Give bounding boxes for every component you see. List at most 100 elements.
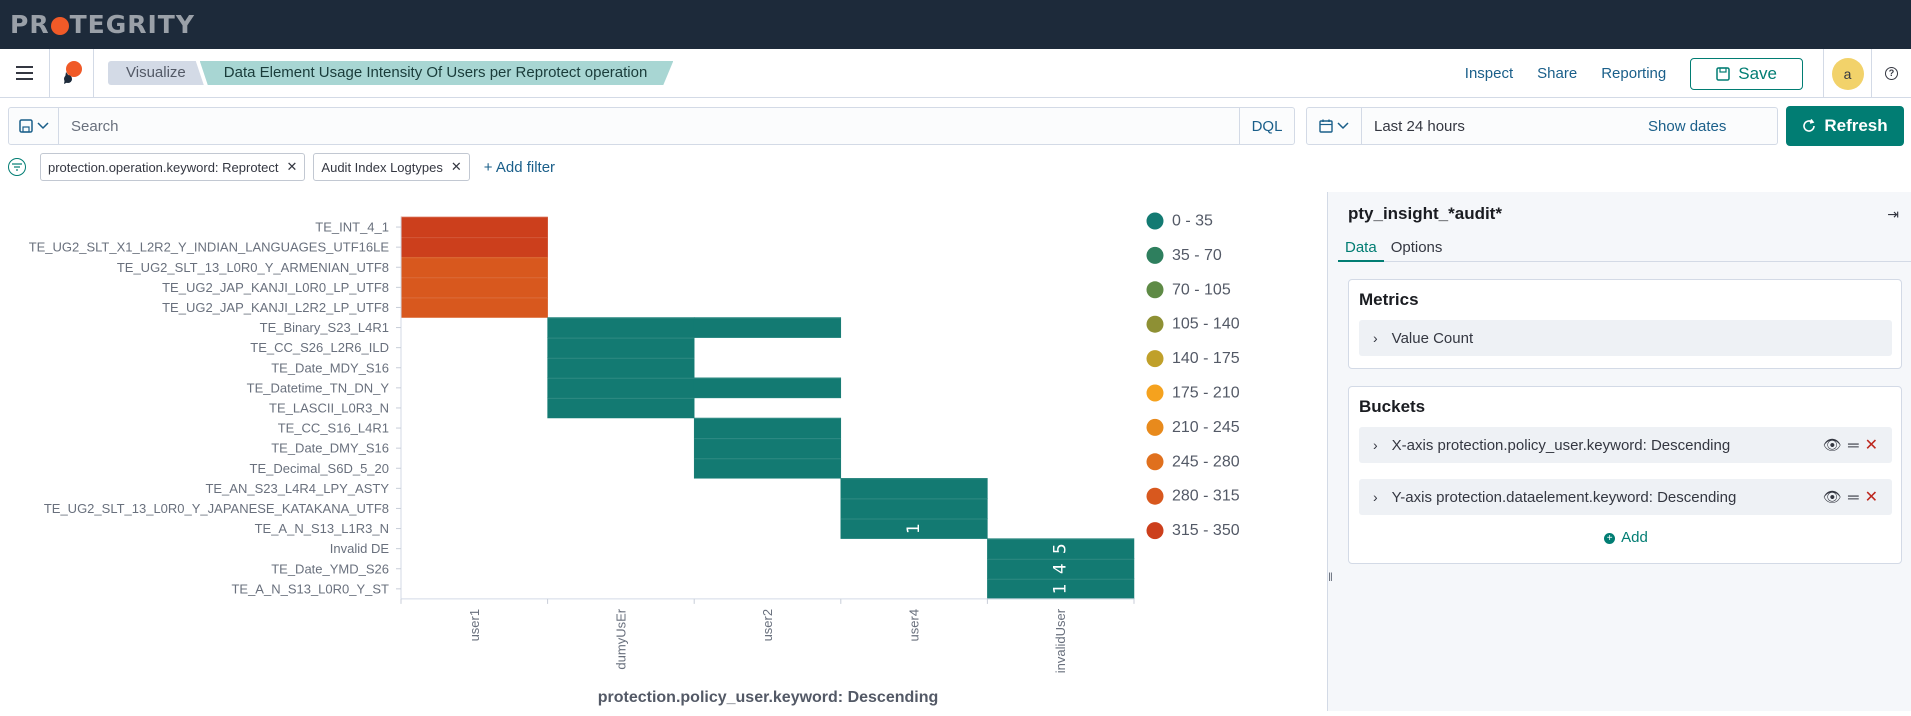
heatmap-chart: 1 5 4 1 TE_INT_4_1 TE_UG2_SLT_X1_L2R2_Y_INDIA… <box>29 212 1240 706</box>
time-range-label[interactable]: Last 24 hours <box>1374 117 1465 135</box>
bucket-item-label: Y-axis protection.dataelement.keyword: D… <box>1391 488 1737 506</box>
metric-item[interactable]: › Value Count <box>1359 320 1892 356</box>
drag-handle-icon[interactable]: ═ <box>1847 488 1859 506</box>
chevron-down-icon <box>36 122 49 130</box>
heatmap-cell <box>400 256 548 278</box>
sidebar-tabs: Data Options <box>1338 238 1911 262</box>
inspect-link[interactable]: Inspect <box>1464 65 1514 82</box>
search-input[interactable]: Search <box>71 117 119 135</box>
legend-swatch <box>1146 315 1164 333</box>
saved-query-button[interactable] <box>9 108 59 144</box>
drag-handle-icon[interactable]: ═ <box>1847 436 1859 454</box>
y-tick-label: TE_UG2_SLT_13_L0R0_Y_ARMENIAN_UTF8 <box>117 260 389 275</box>
eye-icon[interactable]: 👁 <box>1822 489 1842 506</box>
add-label: Add <box>1621 529 1648 546</box>
filter-bar: protection.operation.keyword: Reprotect … <box>8 152 555 182</box>
brand-logo[interactable]: PR TEGRITY <box>10 10 195 39</box>
x-tick-label: invalidUser <box>1053 608 1068 673</box>
help-icon[interactable]: ? <box>1885 67 1898 80</box>
y-tick-label: TE_CC_S26_L2R6_ILD <box>250 340 389 355</box>
query-language-button[interactable]: DQL <box>1239 108 1294 144</box>
editor-sidebar: pty_insight_*audit* ⇥ Data Options Metri… <box>1327 192 1911 711</box>
heatmap-cell <box>547 377 695 399</box>
y-tick-label: TE_UG2_JAP_KANJI_L0R0_LP_UTF8 <box>162 280 389 295</box>
bucket-item-x-axis[interactable]: › X-axis protection.policy_user.keyword:… <box>1359 427 1892 463</box>
collapse-sidebar-icon[interactable]: ⇥ <box>1887 206 1899 222</box>
chevron-right-icon[interactable]: › <box>1373 330 1378 346</box>
x-tick-label: user2 <box>760 609 775 642</box>
save-icon <box>1716 66 1730 81</box>
eye-icon[interactable]: 👁 <box>1822 437 1842 454</box>
metrics-title: Metrics <box>1359 290 1419 309</box>
chevron-right-icon[interactable]: › <box>1373 489 1378 505</box>
share-link[interactable]: Share <box>1537 65 1578 82</box>
calendar-icon <box>1319 119 1333 133</box>
app-logo-icon[interactable] <box>50 48 94 98</box>
menu-icon[interactable] <box>0 48 50 98</box>
y-tick-label: TE_Date_MDY_S16 <box>271 360 389 375</box>
date-quick-menu-button[interactable] <box>1307 108 1362 144</box>
cell-value-label: 1 <box>1051 583 1071 594</box>
close-icon[interactable]: ✕ <box>286 159 298 174</box>
legend-swatch <box>1146 246 1164 264</box>
heatmap-cell <box>400 297 548 318</box>
legend-swatch <box>1146 418 1164 436</box>
tab-options[interactable]: Options <box>1390 239 1443 256</box>
refresh-icon <box>1803 119 1816 132</box>
y-tick-label: TE_A_N_S13_L1R3_N <box>255 521 389 536</box>
y-tick-label: TE_Date_YMD_S26 <box>271 561 389 576</box>
save-label: Save <box>1738 63 1777 83</box>
legend-swatch <box>1146 453 1164 471</box>
x-axis-title: protection.policy_user.keyword: Descendi… <box>598 689 939 706</box>
filter-options-icon[interactable] <box>8 158 26 176</box>
remove-icon[interactable]: ✕ <box>1864 489 1878 506</box>
heatmap-cell <box>547 357 695 379</box>
buckets-title: Buckets <box>1359 397 1426 416</box>
y-tick-label: TE_Decimal_S6D_5_20 <box>250 461 389 476</box>
save-button[interactable]: Save <box>1690 57 1803 90</box>
top-header: PR TEGRITY <box>0 0 1911 49</box>
filter-pill-label: protection.operation.keyword: Reprotect <box>48 159 279 175</box>
legend-label: 35 - 70 <box>1172 247 1222 264</box>
add-bucket-button[interactable]: + Add <box>1349 529 1903 546</box>
add-filter-link[interactable]: + Add filter <box>483 158 556 176</box>
legend-label: 175 - 210 <box>1172 385 1240 402</box>
remove-icon[interactable]: ✕ <box>1864 437 1878 454</box>
filter-pill-logtypes[interactable]: Audit Index Logtypes ✕ <box>313 153 470 181</box>
legend-swatch <box>1146 384 1164 402</box>
save-query-icon <box>18 119 33 133</box>
y-tick-label: TE_AN_S23_L4R4_LPY_ASTY <box>205 481 389 496</box>
filter-pill-operation[interactable]: protection.operation.keyword: Reprotect … <box>40 153 306 181</box>
x-tick-label: user1 <box>467 609 482 642</box>
show-dates-link[interactable]: Show dates <box>1648 117 1727 135</box>
y-tick-label: TE_UG2_JAP_KANJI_L2R2_LP_UTF8 <box>162 300 389 315</box>
y-tick-label: TE_A_N_S13_L0R0_Y_ST <box>231 581 389 596</box>
avatar[interactable]: a <box>1831 57 1864 90</box>
y-tick-label: TE_CC_S16_L4R1 <box>278 421 389 436</box>
legend-label: 315 - 350 <box>1172 522 1240 539</box>
legend-swatch <box>1146 487 1164 505</box>
buckets-card: Buckets › X-axis protection.policy_user.… <box>1348 386 1902 564</box>
resize-handle-icon[interactable]: ‖ <box>1328 570 1333 584</box>
index-pattern-title: pty_insight_*audit* <box>1348 204 1502 223</box>
heatmap-cell <box>693 377 842 399</box>
x-tick-label: dumyUsEr <box>613 608 628 669</box>
refresh-button[interactable]: Refresh <box>1786 106 1904 146</box>
close-icon[interactable]: ✕ <box>450 159 462 174</box>
query-bar: Search DQL <box>8 107 1295 145</box>
bucket-item-y-axis[interactable]: › Y-axis protection.dataelement.keyword:… <box>1359 479 1892 515</box>
y-tick-label: TE_Date_DMY_S16 <box>271 441 389 456</box>
chevron-right-icon[interactable]: › <box>1373 437 1378 453</box>
heatmap-cell <box>840 518 988 539</box>
breadcrumb-visualize[interactable]: Visualize <box>108 61 204 85</box>
visualization-area: 1 5 4 1 TE_INT_4_1 TE_UG2_SLT_X1_L2R2_Y_INDIA… <box>0 192 1326 711</box>
cell-value-label: 5 <box>1051 543 1071 554</box>
time-picker: Last 24 hours Show dates <box>1306 107 1778 145</box>
heatmap-cell <box>840 478 988 499</box>
y-tick-label: TE_INT_4_1 <box>315 220 389 235</box>
legend-label: 210 - 245 <box>1172 419 1240 436</box>
legend-label: 245 - 280 <box>1172 453 1240 470</box>
reporting-link[interactable]: Reporting <box>1601 65 1667 82</box>
legend-label: 105 - 140 <box>1172 316 1240 333</box>
tab-data[interactable]: Data <box>1338 238 1384 262</box>
